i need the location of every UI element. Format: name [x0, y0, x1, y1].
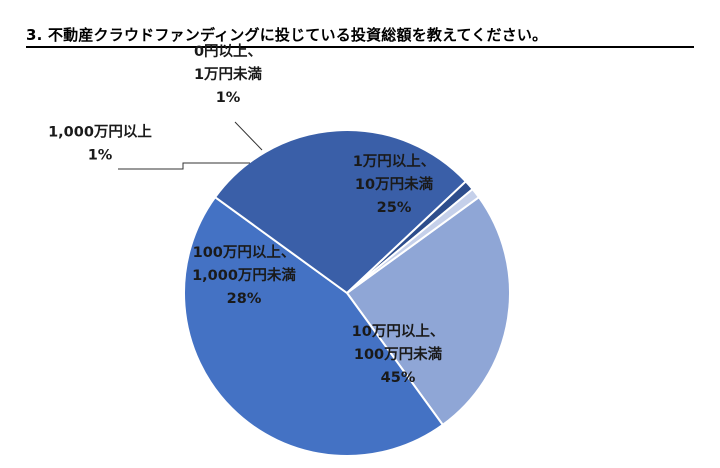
leader-lines	[118, 121, 263, 170]
slice-value-3: 1%	[88, 148, 113, 164]
slice-label-2: 100万円以上、 1,000万円未満 28%	[192, 244, 296, 307]
slice-label-1: 10万円以上、 100万円未満 45%	[352, 323, 445, 386]
pie-slice-0	[345, 195, 512, 427]
pie-slice-2	[213, 129, 468, 295]
slice-value-2: 28%	[227, 291, 262, 307]
slice-label-line-0-1: 10万円未満	[355, 175, 434, 193]
slice-label-line-4-1: 1万円未満	[194, 65, 263, 83]
pie-slice-1	[183, 195, 445, 457]
pie-slice-4	[346, 187, 481, 294]
slice-label-line-4-0: 0円以上、	[194, 43, 262, 60]
slice-value-1: 45%	[381, 370, 416, 386]
slice-label-line-2-1: 1,000万円未満	[192, 266, 296, 284]
slice-label-line-2-0: 100万円以上、	[193, 244, 296, 261]
leader-line-4	[234, 121, 263, 151]
slice-label-line-1-1: 100万円未満	[354, 345, 443, 363]
slice-label-4: 0円以上、 1万円未満 1%	[194, 43, 263, 106]
slice-value-0: 25%	[377, 200, 412, 216]
slice-label-line-3-0: 1,000万円以上	[48, 124, 152, 141]
slice-label-line-0-0: 1万円以上、	[353, 153, 436, 170]
pie-labels: 1万円以上、 10万円未満 25% 10万円以上、 100万円未満 45% 100万円以上、…	[48, 43, 444, 386]
slice-value-4: 1%	[216, 90, 241, 106]
slice-label-3: 1,000万円以上 1%	[48, 124, 152, 164]
slice-label-0: 1万円以上、 10万円未満 25%	[353, 153, 436, 216]
leader-line-3	[118, 162, 250, 170]
title-underline	[26, 46, 694, 48]
slice-label-line-1-0: 10万円以上、	[352, 323, 445, 340]
pie-slices	[183, 129, 512, 457]
chart-title: 3. 不動産クラウドファンディングに投じている投資総額を教えてください。	[26, 26, 548, 44]
